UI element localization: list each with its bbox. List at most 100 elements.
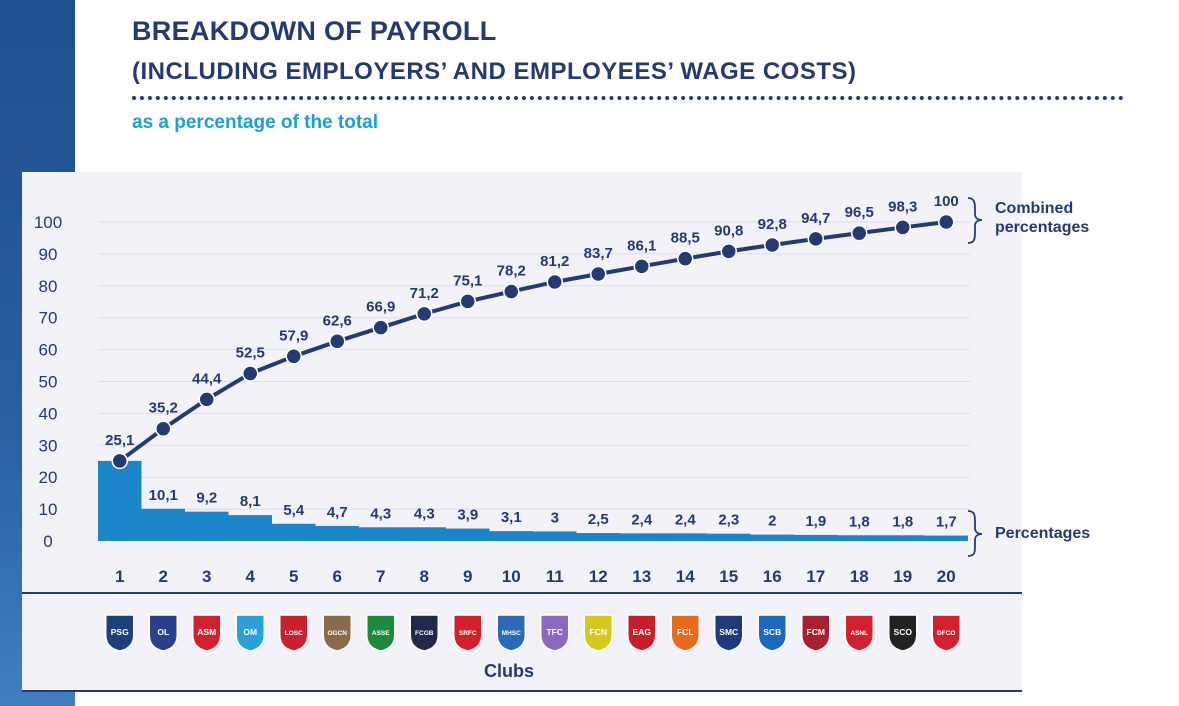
combined-value-label: 92,8 [758, 216, 787, 233]
x-tick-label: 14 [676, 567, 695, 586]
combined-points [111, 213, 955, 470]
combined-value-label: 44,4 [192, 370, 222, 387]
club-badge-shield [714, 614, 744, 652]
club-badge-text: FCGB [415, 630, 434, 637]
x-tick-label: 11 [546, 567, 564, 586]
combined-point [720, 243, 737, 260]
club-badge-shield [322, 614, 352, 652]
club-badge: SM Caen SMC [714, 614, 744, 652]
club-badge: Girondins de Bordeaux FCGB [409, 614, 439, 652]
club-badge: Paris Saint-GermainPSG [105, 614, 135, 652]
combined-point [155, 420, 172, 437]
combined-value-label: 98,3 [888, 198, 917, 215]
combined-point [764, 236, 781, 254]
club-badge-text: MHSC [502, 630, 521, 637]
bar [272, 523, 316, 541]
club-badge: Olympique de Marseille OM [235, 614, 265, 652]
combined-value-label: 25,1 [105, 432, 134, 449]
x-tick-label: 13 [632, 567, 651, 586]
club-badge: Toulouse FC TFC [540, 614, 570, 652]
club-badge-shield [757, 614, 787, 652]
combined-value-label: 57,9 [279, 327, 308, 344]
x-tick-label: 1 [115, 567, 124, 586]
combined-value-label: 35,2 [149, 400, 178, 417]
club-badge-text: FCM [807, 627, 825, 637]
club-badge: Stade Rennais SRFC [453, 614, 483, 652]
club-badge-shield [888, 614, 918, 652]
bar-value-label: 4,7 [327, 504, 348, 521]
x-axis-ticks: 1 2 3 4 5 6 7 8 9 10 11 12 13 14 15 16 17 18 19 20 [115, 567, 956, 586]
bar [924, 535, 968, 541]
club-badge-text: ASSE [372, 630, 390, 637]
club-badge-text: TFC [546, 627, 563, 637]
x-tick-label: 8 [420, 567, 429, 586]
bar-value-label: 1,7 [936, 514, 957, 531]
club-badge-shield [670, 614, 700, 652]
y-tick-label: 40 [39, 404, 58, 423]
combined-value-label: 94,7 [801, 210, 830, 227]
bar-value-label: 1,8 [849, 513, 870, 530]
club-badge-shield [409, 614, 439, 652]
bars [98, 460, 968, 541]
bar-value-label: 3 [551, 509, 559, 526]
club-badge-shield [453, 614, 483, 652]
club-badge: FC Nantes FCN [583, 614, 613, 652]
bar [446, 528, 490, 541]
bar-value-label: 4,3 [414, 505, 435, 522]
club-badge: EA Guingamp EAG [627, 614, 657, 652]
legend-combined: Combined percentages [995, 199, 1089, 237]
bar-value-label: 1,9 [805, 513, 826, 530]
bar [707, 533, 751, 541]
club-badge-shield [192, 614, 222, 652]
combined-point [546, 273, 563, 291]
x-tick-label: 9 [463, 567, 472, 586]
combined-point [111, 452, 128, 470]
combined-brace [967, 197, 983, 244]
combined-point [503, 283, 520, 300]
combined-point [633, 258, 650, 275]
combined-value-label: 96,5 [845, 204, 874, 221]
bar [750, 534, 794, 541]
bar-value-label: 2,4 [675, 511, 697, 528]
combined-value-label: 81,2 [540, 253, 569, 270]
bar [98, 460, 142, 541]
y-tick-label: 50 [39, 373, 58, 392]
club-badge: AS Saint-Étienne ASSE [366, 614, 396, 652]
legend-combined-line2: percentages [995, 219, 1090, 236]
club-badge-text: EAG [633, 627, 652, 637]
combined-line [118, 220, 947, 463]
club-badge-shield [235, 614, 265, 652]
club-badge-shield [931, 614, 961, 652]
bar [533, 531, 577, 541]
chart-panel [22, 172, 1022, 692]
combined-value-labels: 25,1 35,2 44,4 52,5 57,9 62,6 66,9 71,2 75,1 78,2… [105, 193, 959, 449]
x-tick-label: 3 [202, 567, 211, 586]
club-badge-text: ASNL [850, 630, 868, 637]
bar-value-label: 3,9 [457, 507, 478, 524]
bar [402, 527, 446, 541]
y-tick-label: 0 [43, 532, 52, 551]
combined-value-label: 86,1 [627, 237, 656, 254]
club-badge-text: ASM [197, 627, 216, 637]
combined-point [938, 213, 955, 231]
club-badge-text: SRFC [459, 630, 477, 637]
bar [620, 533, 664, 541]
club-badge-text: FCL [677, 627, 694, 637]
combined-point [372, 319, 389, 336]
y-tick-label: 90 [39, 245, 58, 264]
club-badges: Paris Saint-GermainPSG Olympique Lyonnais… [105, 614, 961, 652]
x-tick-label: 5 [289, 567, 298, 586]
club-badge: SC Bastia SCB [757, 614, 787, 652]
x-tick-label: 18 [850, 567, 869, 586]
club-badge-text: OM [243, 627, 257, 637]
combined-value-label: 52,5 [236, 345, 265, 362]
y-axis-ticks: 0 10 20 30 40 50 60 70 80 90 100 [34, 213, 62, 551]
combined-value-label: 71,2 [410, 285, 439, 302]
x-axis-title: Clubs [484, 661, 535, 681]
bar-value-label: 8,1 [240, 493, 261, 510]
combined-value-label: 83,7 [584, 245, 613, 262]
legend-combined-line1: Combined [995, 200, 1074, 217]
bar-value-label: 3,1 [501, 509, 522, 526]
y-tick-label: 30 [39, 436, 58, 455]
x-tick-label: 17 [806, 567, 825, 586]
